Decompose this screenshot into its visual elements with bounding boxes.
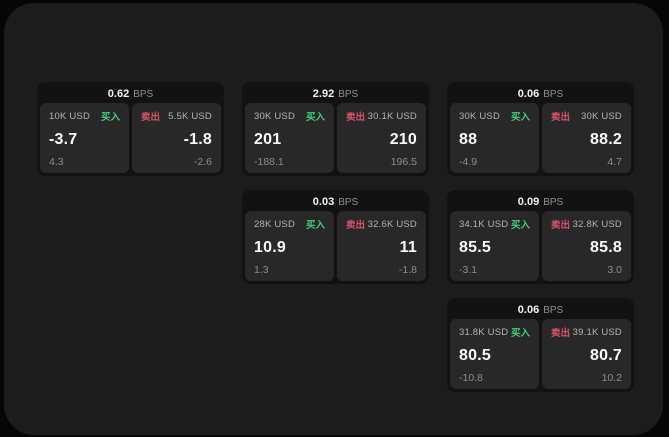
buy-amount: 30K USD: [459, 110, 501, 122]
sell-sub-value: 4.7: [607, 156, 622, 168]
buy-panel[interactable]: 34.1K USD 买入 85.5 -3.1: [450, 211, 539, 281]
quote-card: 0.62 BPS 10K USD 买入 -3.7 4.3 卖出 5.5K USD: [37, 82, 224, 176]
sell-amount: 30.1K USD: [367, 110, 417, 122]
buy-panel[interactable]: 30K USD 买入 201 -188.1: [245, 103, 334, 173]
sell-side-label: 卖出: [551, 328, 571, 339]
buy-amount: 10K USD: [49, 110, 91, 122]
buy-price: 10.9: [254, 238, 286, 256]
buy-amount: 34.1K USD: [459, 218, 509, 230]
sell-panel[interactable]: 卖出 32.6K USD 11 -1.8: [337, 211, 426, 281]
sell-price: 88.2: [590, 130, 622, 148]
sell-side-label: 卖出: [346, 112, 366, 123]
sell-side-label: 卖出: [141, 112, 161, 123]
quote-card: 0.03 BPS 28K USD 买入 10.9 1.3 卖出 32.6K US…: [242, 190, 429, 284]
buy-sub-value: -188.1: [254, 156, 284, 168]
card-header: 0.06 BPS: [450, 301, 631, 319]
sell-amount: 32.6K USD: [367, 218, 417, 230]
buy-panel[interactable]: 31.8K USD 买入 80.5 -10.8: [450, 319, 539, 389]
buy-side-label: 买入: [510, 328, 530, 339]
card-header: 2.92 BPS: [245, 85, 426, 103]
sell-sub-value: 10.2: [601, 372, 622, 384]
quote-card: 0.06 BPS 30K USD 买入 88 -4.9 卖出 30K USD: [447, 82, 634, 176]
bps-value: 0.03: [312, 196, 335, 208]
buy-price: 85.5: [459, 238, 491, 256]
sell-sub-value: -1.8: [398, 264, 417, 276]
sell-side-label: 卖出: [551, 112, 571, 123]
sell-sub-value: -2.6: [193, 156, 212, 168]
quote-cards-grid: 0.62 BPS 10K USD 买入 -3.7 4.3 卖出 5.5K USD: [37, 82, 634, 392]
buy-sell-panels: 31.8K USD 买入 80.5 -10.8 卖出 39.1K USD 80.…: [450, 319, 631, 389]
sell-price: 85.8: [590, 238, 622, 256]
bps-label: BPS: [133, 88, 154, 100]
buy-sub-value: -4.9: [459, 156, 478, 168]
sell-side-label: 卖出: [551, 220, 571, 231]
buy-panel[interactable]: 30K USD 买入 88 -4.9: [450, 103, 539, 173]
quote-card: 2.92 BPS 30K USD 买入 201 -188.1 卖出 30.1K …: [242, 82, 429, 176]
bps-value: 2.92: [312, 88, 335, 100]
buy-amount: 28K USD: [254, 218, 296, 230]
bps-label: BPS: [338, 88, 359, 100]
sell-panel[interactable]: 卖出 30K USD 88.2 4.7: [542, 103, 631, 173]
sell-price: 210: [389, 130, 417, 148]
sell-price: 11: [399, 238, 417, 256]
bps-value: 0.62: [107, 88, 130, 100]
sell-amount: 32.8K USD: [572, 218, 622, 230]
bps-value: 0.06: [517, 304, 540, 316]
buy-sub-value: -10.8: [459, 372, 483, 384]
card-header: 0.62 BPS: [40, 85, 221, 103]
card-header: 0.06 BPS: [450, 85, 631, 103]
buy-side-label: 买入: [510, 112, 530, 123]
sell-side-label: 卖出: [346, 220, 366, 231]
buy-sell-panels: 34.1K USD 买入 85.5 -3.1 卖出 32.8K USD 85.8…: [450, 211, 631, 281]
buy-panel[interactable]: 28K USD 买入 10.9 1.3: [245, 211, 334, 281]
sell-price: 80.7: [590, 346, 622, 364]
sell-sub-value: 3.0: [607, 264, 622, 276]
card-header: 0.03 BPS: [245, 193, 426, 211]
bps-label: BPS: [543, 304, 564, 316]
buy-amount: 31.8K USD: [459, 326, 509, 338]
buy-sell-panels: 30K USD 买入 88 -4.9 卖出 30K USD 88.2 4.7: [450, 103, 631, 173]
bps-label: BPS: [338, 196, 359, 208]
sell-amount: 39.1K USD: [572, 326, 622, 338]
buy-side-label: 买入: [305, 112, 325, 123]
buy-price: 88: [459, 130, 478, 148]
buy-amount: 30K USD: [254, 110, 296, 122]
sell-panel[interactable]: 卖出 30.1K USD 210 196.5: [337, 103, 426, 173]
buy-sell-panels: 10K USD 买入 -3.7 4.3 卖出 5.5K USD -1.8 -2.…: [40, 103, 221, 173]
bps-label: BPS: [543, 196, 564, 208]
buy-sell-panels: 30K USD 买入 201 -188.1 卖出 30.1K USD 210 1…: [245, 103, 426, 173]
buy-panel[interactable]: 10K USD 买入 -3.7 4.3: [40, 103, 129, 173]
sell-price: -1.8: [183, 130, 212, 148]
buy-side-label: 买入: [510, 220, 530, 231]
sell-panel[interactable]: 卖出 32.8K USD 85.8 3.0: [542, 211, 631, 281]
buy-side-label: 买入: [305, 220, 325, 231]
sell-panel[interactable]: 卖出 39.1K USD 80.7 10.2: [542, 319, 631, 389]
sell-panel[interactable]: 卖出 5.5K USD -1.8 -2.6: [132, 103, 221, 173]
quote-card: 0.09 BPS 34.1K USD 买入 85.5 -3.1 卖出 32.8K…: [447, 190, 634, 284]
bps-value: 0.06: [517, 88, 540, 100]
sell-sub-value: 196.5: [390, 156, 417, 168]
buy-price: 80.5: [459, 346, 491, 364]
bps-label: BPS: [543, 88, 564, 100]
buy-sell-panels: 28K USD 买入 10.9 1.3 卖出 32.6K USD 11 -1.8: [245, 211, 426, 281]
sell-amount: 30K USD: [580, 110, 622, 122]
sell-amount: 5.5K USD: [168, 110, 212, 122]
buy-sub-value: 1.3: [254, 264, 269, 276]
buy-side-label: 买入: [100, 112, 120, 123]
card-header: 0.09 BPS: [450, 193, 631, 211]
buy-price: 201: [254, 130, 282, 148]
buy-sub-value: 4.3: [49, 156, 64, 168]
buy-sub-value: -3.1: [459, 264, 478, 276]
buy-price: -3.7: [49, 130, 78, 148]
quote-card: 0.06 BPS 31.8K USD 买入 80.5 -10.8 卖出 39.1…: [447, 298, 634, 392]
bps-value: 0.09: [517, 196, 540, 208]
